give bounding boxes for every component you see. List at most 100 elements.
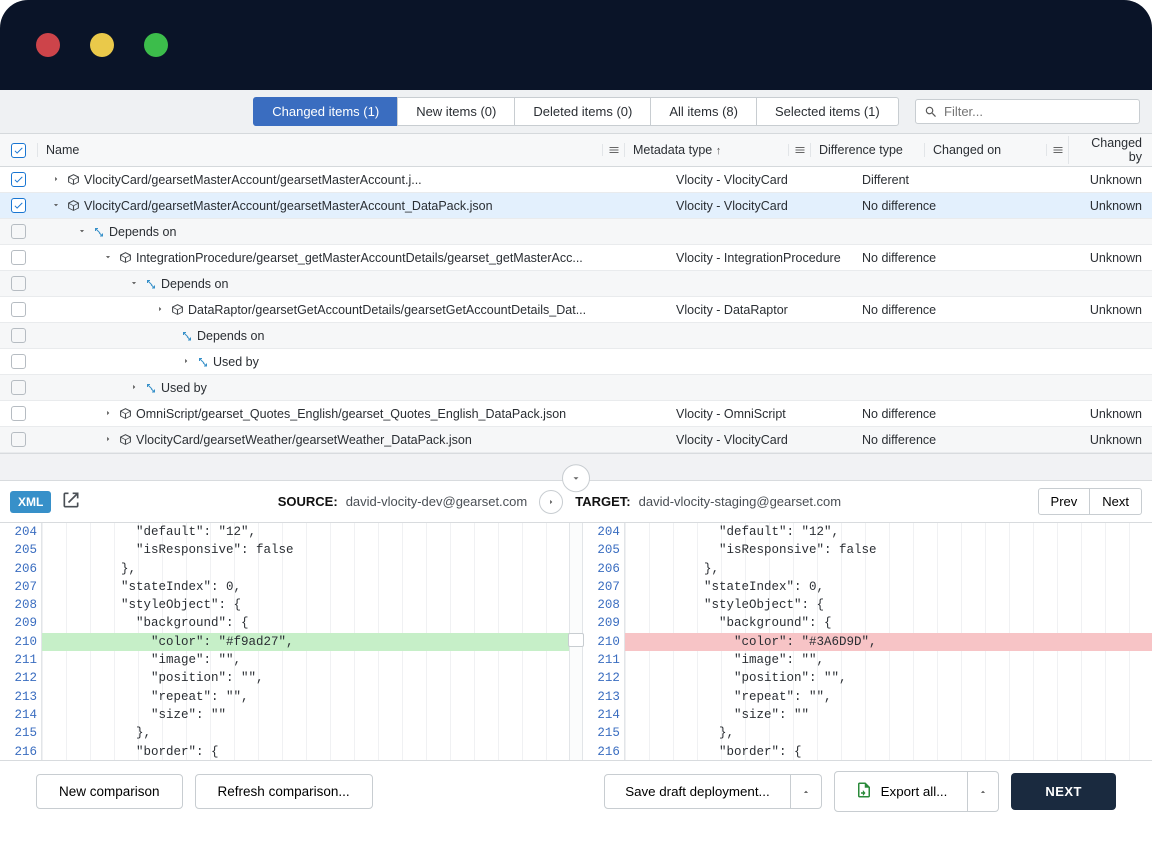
export-all-label: Export all... [881,784,948,799]
row-metadata-type: Vlocity - VlocityCard [668,199,854,213]
row-checkbox[interactable] [11,380,26,395]
close-dot[interactable] [36,33,60,57]
maximize-dot[interactable] [144,33,168,57]
sort-arrow-up-icon: ↑ [716,145,722,157]
column-changed-on-menu[interactable] [1046,144,1068,156]
chevron-right-icon[interactable] [155,304,167,316]
target-value: david-vlocity-staging@gearset.com [639,494,842,509]
row-checkbox[interactable] [11,302,26,317]
cube-icon [119,407,132,420]
pane-separator[interactable] [569,523,583,760]
column-metadata-type[interactable]: Metadata type ↑ [624,143,788,157]
column-meta-menu[interactable] [788,144,810,156]
column-changed-by[interactable]: Changed by [1068,136,1152,164]
tab-selected-items[interactable]: Selected items (1) [756,97,899,126]
line-number: 212 [583,669,620,687]
table-row[interactable]: VlocityCard/gearsetMasterAccount/gearset… [0,167,1152,193]
chevron-right-icon[interactable] [181,356,193,368]
column-name-menu[interactable] [602,144,624,156]
tab-all-items[interactable]: All items (8) [650,97,757,126]
table-row[interactable]: Used by [0,375,1152,401]
table-row[interactable]: Depends on [0,219,1152,245]
select-all-checkbox[interactable] [11,143,26,158]
code-line: "size": "" [42,706,569,724]
chevron-down-icon[interactable] [129,278,141,290]
export-all-caret[interactable] [968,771,999,812]
row-checkbox[interactable] [11,172,26,187]
export-icon [855,781,873,802]
table-row[interactable]: Depends on [0,271,1152,297]
chevron-down-icon[interactable] [103,252,115,264]
chevron-down-icon[interactable] [77,226,89,238]
export-all-button[interactable]: Export all... [834,771,969,812]
target-gutter: 204205206207208209210211212213214215216 [583,523,625,760]
line-number: 212 [0,669,37,687]
code-line: }, [625,724,1152,742]
line-number: 213 [583,688,620,706]
tab-new-items[interactable]: New items (0) [397,97,515,126]
table-row[interactable]: Used by [0,349,1152,375]
row-checkbox[interactable] [11,406,26,421]
cube-icon [119,433,132,446]
target-code[interactable]: "default": "12", "isResponsive": false }… [625,523,1152,760]
row-checkbox[interactable] [11,250,26,265]
chevron-right-icon[interactable] [103,434,115,446]
filter-input[interactable] [944,104,1131,119]
chevron-right-icon[interactable] [51,174,63,186]
line-number: 205 [0,541,37,559]
tab-deleted-items[interactable]: Deleted items (0) [514,97,651,126]
source-label: SOURCE: [278,494,338,509]
row-metadata-type: Vlocity - VlocityCard [668,173,854,187]
save-draft-button[interactable]: Save draft deployment... [604,774,790,809]
xml-toggle-button[interactable]: XML [10,491,51,513]
save-draft-split-button: Save draft deployment... [604,774,821,809]
code-line: "color": "#f9ad27", [42,633,569,651]
code-line: }, [42,724,569,742]
column-name[interactable]: Name [37,143,602,157]
table-row[interactable]: VlocityCard/gearsetWeather/gearsetWeathe… [0,427,1152,453]
source-code[interactable]: "default": "12", "isResponsive": false }… [42,523,569,760]
chevron-down-icon[interactable] [51,200,63,212]
table-row[interactable]: DataRaptor/gearsetGetAccountDetails/gear… [0,297,1152,323]
minimize-dot[interactable] [90,33,114,57]
next-diff-button[interactable]: Next [1089,488,1142,515]
table-row[interactable]: Depends on [0,323,1152,349]
row-checkbox[interactable] [11,198,26,213]
title-bar [0,0,1152,90]
row-name: Depends on [161,277,228,291]
prev-diff-button[interactable]: Prev [1038,488,1091,515]
tree-body: VlocityCard/gearsetMasterAccount/gearset… [0,167,1152,453]
line-number: 204 [583,523,620,541]
refresh-comparison-button[interactable]: Refresh comparison... [195,774,373,809]
share-button[interactable] [61,490,81,513]
save-draft-caret[interactable] [791,774,822,809]
line-number: 211 [583,651,620,669]
new-comparison-button[interactable]: New comparison [36,774,183,809]
row-checkbox[interactable] [11,224,26,239]
code-line: "isResponsive": false [42,541,569,559]
table-row[interactable]: IntegrationProcedure/gearset_getMasterAc… [0,245,1152,271]
column-difference-type[interactable]: Difference type [810,143,924,157]
chevron-right-icon[interactable] [129,382,141,394]
row-metadata-type: Vlocity - OmniScript [668,407,854,421]
next-button[interactable]: NEXT [1011,773,1116,810]
code-line: "background": { [625,614,1152,632]
tab-changed-items[interactable]: Changed items (1) [253,97,398,126]
row-checkbox[interactable] [11,432,26,447]
column-changed-on[interactable]: Changed on [924,143,1046,157]
row-checkbox[interactable] [11,276,26,291]
chevron-right-icon[interactable] [103,408,115,420]
line-number: 204 [0,523,37,541]
code-line: "repeat": "", [625,688,1152,706]
line-number: 211 [0,651,37,669]
code-line: "color": "#3A6D9D", [625,633,1152,651]
diff-separator[interactable] [0,453,1152,481]
table-row[interactable]: OmniScript/gearset_Quotes_English/gearse… [0,401,1152,427]
code-line: "size": "" [625,706,1152,724]
row-checkbox[interactable] [11,354,26,369]
line-number: 209 [0,614,37,632]
row-checkbox[interactable] [11,328,26,343]
row-difference-type: Different [854,173,968,187]
table-row[interactable]: VlocityCard/gearsetMasterAccount/gearset… [0,193,1152,219]
row-difference-type: No difference [854,433,968,447]
